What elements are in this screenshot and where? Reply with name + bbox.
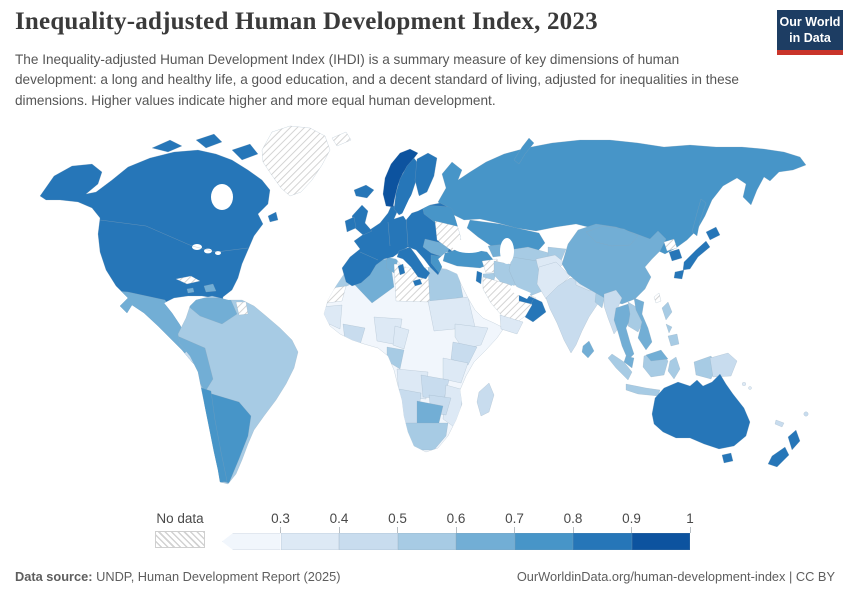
legend-tick xyxy=(572,527,574,533)
country-taiwan[interactable]: taiwan: no-data xyxy=(653,292,662,304)
legend-tick xyxy=(338,527,340,533)
legend-bin-0.6-0.7[interactable] xyxy=(456,533,515,550)
country-cuba[interactable]: cuba: no-data xyxy=(175,275,201,285)
country-greenland[interactable]: greenland: no-data xyxy=(261,125,331,197)
no-data-swatch[interactable] xyxy=(155,531,205,548)
country-caucasus[interactable]: caucasus: 0.6-0.7 xyxy=(487,243,511,258)
country-yemen[interactable]: yemen: 0.3-0.4 xyxy=(499,314,524,335)
legend-tick-label: 0.9 xyxy=(622,511,641,526)
country-fiji[interactable]: fiji: 0.4-0.5 xyxy=(803,411,809,417)
legend-tick xyxy=(280,527,281,533)
legend-bin-0.9-1[interactable] xyxy=(631,533,690,550)
country-oman[interactable]: oman: 0.8-0.9 xyxy=(524,294,547,323)
country-malaysia-peninsula[interactable]: malaysia: 0.6-0.7 xyxy=(623,355,635,369)
data-source-label: Data source: xyxy=(15,569,93,584)
legend-bin-0.8-0.9[interactable] xyxy=(573,533,632,550)
legend-tick xyxy=(631,527,632,533)
country-new-zealand[interactable]: new-zealand: 0.8-0.9 xyxy=(767,429,801,468)
country-solomon-islands[interactable]: solomon-islands: 0.3-0.4 xyxy=(748,386,752,390)
country-cameroon[interactable]: cameroon: 0.3-0.4 xyxy=(392,325,410,350)
owid-logo-line1: Our World xyxy=(779,15,841,29)
country-japan[interactable]: japan: 0.8-0.9 xyxy=(673,226,721,280)
legend-tick-label: 0.6 xyxy=(446,511,466,526)
country-italy[interactable]: italy: 0.8-0.9 xyxy=(396,246,431,287)
owid-logo-box: Our World in Data xyxy=(777,10,843,50)
owid-logo-line2: in Data xyxy=(789,31,831,46)
country-ireland[interactable]: ireland: 0.8-0.9 xyxy=(344,216,357,233)
legend-tick-label: 0.8 xyxy=(563,511,583,526)
country-papua-new-guinea[interactable]: papua-new-guinea: 0.4-0.5 xyxy=(709,352,738,378)
legend-bin-0.3-0.4[interactable] xyxy=(280,533,339,550)
country-united-kingdom[interactable]: united-kingdom: 0.8-0.9 xyxy=(351,204,373,236)
legend-no-data: No data xyxy=(155,512,205,548)
country-egypt[interactable]: egypt: 0.5-0.6 xyxy=(427,265,464,304)
country-north-korea[interactable]: north-korea: no-data xyxy=(663,238,678,252)
legend-bin-0.5-0.6[interactable] xyxy=(397,533,456,550)
legend-bin-<0.3[interactable] xyxy=(222,533,281,550)
country-australia[interactable]: australia: 0.8-0.9 xyxy=(651,373,751,464)
country-south-africa[interactable]: south-africa: 0.5-0.6 xyxy=(404,422,449,451)
legend-bin-0.7-0.8[interactable] xyxy=(514,533,573,550)
data-source-line: Data source: UNDP, Human Development Rep… xyxy=(15,569,341,584)
country-russia-novaya-zemlya[interactable]: russia: 0.7-0.8 xyxy=(513,137,535,165)
legend-colorbar: 0.3 0.4 0.5 0.6 0.7 0.8 0.9 1 xyxy=(222,512,694,550)
legend-tick-label: 0.4 xyxy=(329,511,349,526)
country-israel[interactable]: israel: 0.8-0.9 xyxy=(475,270,483,285)
country-hispaniola[interactable]: hispaniola: 0.6-0.7 xyxy=(203,283,217,293)
legend-tick xyxy=(455,527,457,533)
country-finland[interactable]: finland: 0.8-0.9 xyxy=(414,152,438,197)
country-russia[interactable]: russia: 0.7-0.8 xyxy=(437,139,807,255)
map-legend: No data 0.3 0.4 0.5 0.6 0.7 0.8 0.9 1 xyxy=(0,512,850,556)
no-data-label: No data xyxy=(156,511,204,526)
country-iceland[interactable]: iceland: 0.8-0.9 xyxy=(353,184,375,199)
country-jamaica[interactable]: jamaica: 0.6-0.7 xyxy=(186,287,195,294)
country-south-korea[interactable]: south-korea: 0.8-0.9 xyxy=(668,248,683,262)
country-new-caledonia[interactable]: new-caledonia: 0.4-0.5 xyxy=(774,419,785,428)
legend-tick-label: 0.7 xyxy=(505,511,524,526)
country-svalbard[interactable]: svalbard: no-data xyxy=(331,131,352,147)
owid-logo[interactable]: Our World in Data xyxy=(777,10,843,55)
legend-tick-label: 0.3 xyxy=(271,511,290,526)
country-kenya[interactable]: kenya: 0.4-0.5 xyxy=(450,341,478,366)
chart-footer: Data source: UNDP, Human Development Rep… xyxy=(0,569,850,584)
legend-tick xyxy=(689,527,691,533)
chart-subtitle: The Inequality-adjusted Human Developmen… xyxy=(15,52,739,108)
country-russia-sakhalin[interactable]: russia: 0.7-0.8 xyxy=(691,198,707,237)
legend-tick xyxy=(514,527,515,533)
legend-tick xyxy=(397,527,398,533)
country-vietnam[interactable]: vietnam: 0.6-0.7 xyxy=(633,297,653,351)
country-mongolia[interactable]: mongolia: 0.6-0.7 xyxy=(585,225,639,247)
country-suriname[interactable]: suriname: no-data xyxy=(235,301,249,316)
page-title: Inequality-adjusted Human Development In… xyxy=(15,8,598,35)
legend-tick-label: 0.5 xyxy=(388,511,407,526)
credit-link[interactable]: OurWorldinData.org/human-development-ind… xyxy=(516,569,835,584)
country-solomon-islands[interactable]: solomon-islands: 0.3-0.4 xyxy=(742,382,747,387)
country-sri-lanka[interactable]: sri-lanka: 0.6-0.7 xyxy=(581,340,595,359)
country-tanzania[interactable]: tanzania: 0.3-0.4 xyxy=(442,357,469,384)
country-malaysia-borneo[interactable]: malaysia: 0.6-0.7 xyxy=(645,349,669,362)
country-madagascar[interactable]: madagascar: 0.4-0.5 xyxy=(476,382,495,417)
data-source-text: UNDP, Human Development Report (2025) xyxy=(92,569,341,584)
country-senegal-guinea[interactable]: senegal-guinea: 0.3-0.4 xyxy=(321,304,343,330)
owid-logo-red-bar xyxy=(777,49,843,55)
country-philippines[interactable]: philippines: 0.5-0.6 xyxy=(661,301,680,347)
legend-tick-label: 1 xyxy=(686,511,694,526)
legend-bin-0.4-0.5[interactable] xyxy=(339,533,398,550)
country-canada-arctic-islands[interactable]: canada: 0.8-0.9 xyxy=(151,133,279,223)
country-china[interactable]: china: 0.6-0.7 xyxy=(561,223,667,305)
